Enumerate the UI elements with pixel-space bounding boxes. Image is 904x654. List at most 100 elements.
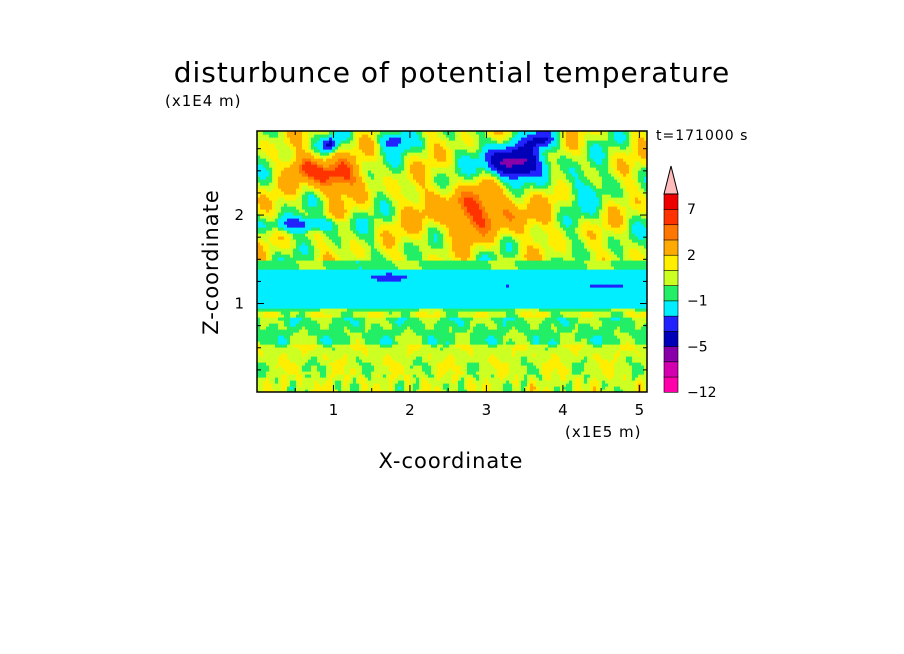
contour-cell [413, 302, 417, 306]
contour-cell [506, 323, 510, 327]
contour-cell [293, 332, 297, 336]
contour-cell [488, 308, 492, 312]
contour-cell [494, 293, 498, 297]
contour-cell [578, 374, 582, 378]
contour-cell [386, 320, 390, 324]
contour-cell [257, 275, 261, 279]
contour-cell [638, 353, 642, 357]
contour-cell [305, 350, 309, 354]
contour-cell [518, 329, 522, 333]
contour-cell [329, 308, 333, 312]
contour-cell [482, 323, 486, 327]
contour-cell [482, 386, 486, 390]
contour-cell [626, 380, 630, 384]
contour-cell [371, 329, 375, 333]
contour-cell [620, 296, 624, 300]
contour-cell [545, 323, 549, 327]
contour-cell [569, 290, 573, 294]
contour-cell [362, 377, 366, 381]
contour-cell [629, 368, 633, 372]
contour-cell [581, 290, 585, 294]
contour-cell [593, 287, 597, 291]
contour-cell [614, 293, 618, 297]
contour-cell [551, 287, 555, 291]
contour-cell [275, 329, 279, 333]
contour-cell [284, 320, 288, 324]
contour-cell [440, 290, 444, 294]
contour-cell [275, 368, 279, 372]
contour-cell [542, 287, 546, 291]
contour-cell [611, 281, 615, 285]
contour-cell [314, 350, 318, 354]
contour-cell [398, 359, 402, 363]
contour-cell [338, 386, 342, 390]
contour-cell [620, 341, 624, 345]
contour-cell [284, 290, 288, 294]
contour-cell [386, 377, 390, 381]
contour-cell [356, 356, 360, 360]
contour-cell [443, 305, 447, 309]
contour-cell [611, 368, 615, 372]
contour-cell [623, 386, 627, 390]
contour-cell [623, 359, 627, 363]
contour-cell [356, 308, 360, 312]
contour-cell [395, 323, 399, 327]
contour-cell [323, 386, 327, 390]
contour-cell [596, 314, 600, 318]
contour-cell [533, 377, 537, 381]
contour-cell [482, 302, 486, 306]
contour-cell [341, 335, 345, 339]
contour-cell [473, 380, 477, 384]
contour-cell [578, 284, 582, 288]
contour-cell [353, 350, 357, 354]
contour-cell [308, 287, 312, 291]
contour-cell [428, 362, 432, 366]
contour-cell [440, 386, 444, 390]
contour-cell [500, 326, 504, 330]
contour-cell [437, 305, 441, 309]
contour-cell [488, 338, 492, 342]
contour-cell [362, 383, 366, 387]
contour-cell [365, 287, 369, 291]
contour-cell [290, 356, 294, 360]
contour-cell [296, 332, 300, 336]
contour-cell [590, 296, 594, 300]
contour-cell [413, 353, 417, 357]
contour-cell [644, 371, 647, 375]
contour-cell [434, 299, 438, 303]
contour-cell [500, 287, 504, 291]
contour-cell [401, 296, 405, 300]
contour-cell [365, 281, 369, 285]
contour-cell [347, 296, 351, 300]
contour-cell [452, 281, 456, 285]
contour-cell [359, 374, 363, 378]
contour-cell [302, 368, 306, 372]
contour-cell [530, 383, 534, 387]
contour-cell [476, 338, 480, 342]
contour-cell [599, 290, 603, 294]
contour-cell [578, 329, 582, 333]
contour-cell [272, 350, 276, 354]
contour-cell [419, 320, 423, 324]
contour-cell [533, 305, 537, 309]
contour-cell [566, 344, 570, 348]
contour-cell [317, 299, 321, 303]
contour-cell [266, 311, 270, 315]
contour-cell [287, 341, 291, 345]
contour-cell [548, 326, 552, 330]
contour-cell [503, 287, 507, 291]
contour-cell [371, 347, 375, 351]
contour-cell [425, 314, 429, 318]
contour-cell [608, 389, 612, 392]
contour-cell [290, 350, 294, 354]
contour-cell [557, 308, 561, 312]
contour-cell [422, 281, 426, 285]
contour-cell [515, 278, 519, 282]
contour-cell [335, 305, 339, 309]
contour-cell [320, 278, 324, 282]
contour-cell [575, 293, 579, 297]
contour-cell [539, 374, 543, 378]
contour-cell [611, 296, 615, 300]
contour-cell [317, 302, 321, 306]
contour-cell [482, 287, 486, 291]
